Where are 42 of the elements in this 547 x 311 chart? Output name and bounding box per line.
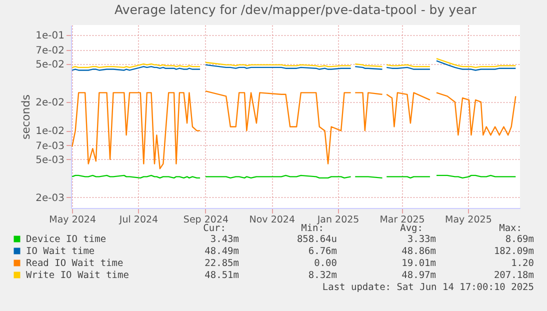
text: 48.97m bbox=[402, 270, 436, 281]
text: 0.00 bbox=[314, 258, 338, 269]
text: Last update: Sat Jun 14 17:00:10 2025 bbox=[322, 282, 534, 293]
y-axis-title: seconds bbox=[20, 94, 33, 140]
text: 207.18m bbox=[494, 270, 534, 281]
text: Cur: bbox=[203, 223, 226, 234]
x-tick-label: Jan 2025 bbox=[316, 214, 360, 226]
y-tick-label: 2e-02 bbox=[36, 97, 64, 108]
text: 22.85m bbox=[204, 258, 240, 269]
x-tick-label: Jul 2024 bbox=[118, 214, 158, 226]
text: 858.64u bbox=[296, 234, 337, 245]
x-tick-label: Mar 2025 bbox=[380, 214, 425, 226]
text: 19.01m bbox=[402, 258, 436, 269]
text: 3.33m bbox=[407, 234, 436, 245]
legend-label: Read IO Wait time bbox=[26, 258, 124, 269]
legend-label: Write IO Wait time bbox=[26, 270, 130, 281]
text: 48.86m bbox=[402, 246, 436, 257]
y-tick-label: 7e-02 bbox=[36, 46, 64, 57]
y-tick-label: 5e-02 bbox=[36, 59, 64, 70]
x-tick-label: Sep 2024 bbox=[183, 214, 229, 226]
text: 3.43m bbox=[210, 234, 240, 245]
text: 48.49m bbox=[204, 246, 240, 257]
text: 8.69m bbox=[505, 234, 534, 245]
legend-label: IO Wait time bbox=[26, 246, 95, 257]
y-tick-label: 1e-02 bbox=[36, 126, 64, 138]
y-tick-label: 5e-03 bbox=[36, 154, 64, 166]
legend-label: Device IO time bbox=[26, 234, 106, 245]
y-tick-label: 2e-03 bbox=[36, 192, 64, 204]
x-tick-label: May 2025 bbox=[445, 214, 492, 226]
y-tick-label: 1e-01 bbox=[36, 30, 64, 42]
text: 6.76m bbox=[308, 246, 338, 257]
chart-title: Average latency for /dev/mapper/pve-data-tpool - by year bbox=[114, 2, 478, 17]
text: Avg: bbox=[400, 223, 423, 234]
text: 182.09m bbox=[494, 246, 534, 257]
text: 8.32m bbox=[308, 270, 338, 281]
text: Min: bbox=[301, 223, 324, 234]
text: Max: bbox=[499, 223, 522, 234]
y-tick-label: 7e-03 bbox=[36, 140, 64, 152]
text: 1.20 bbox=[511, 258, 534, 269]
text: 48.51m bbox=[204, 270, 240, 281]
x-tick-label: Nov 2024 bbox=[249, 214, 296, 226]
x-tick-label: May 2024 bbox=[49, 214, 96, 226]
